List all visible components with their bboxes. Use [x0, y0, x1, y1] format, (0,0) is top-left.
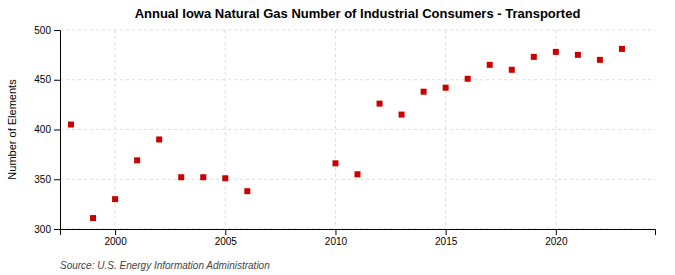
y-axis-tick-mark [54, 30, 60, 31]
y-grid-line [60, 179, 655, 180]
x-grid-line [445, 30, 446, 229]
point [222, 175, 228, 181]
points [68, 46, 625, 221]
x-axis-tick: 2000 [104, 229, 127, 247]
x-axis-tick-label: 2015 [435, 236, 458, 247]
chart-container: 2000 2005 2010 2015 2020 300 350 400 450 500 Annua… [0, 0, 675, 275]
y-axis-title: Number of Elements [6, 79, 18, 180]
y-axis-tick: 500 [34, 25, 60, 36]
y-axis-tick-label: 450 [34, 74, 51, 85]
point [465, 76, 471, 82]
x-axis: 2000 2005 2010 2015 2020 [61, 229, 656, 247]
point [90, 215, 96, 221]
x-axis-tick-label: 2020 [545, 236, 568, 247]
x-axis-tick-label: 2000 [104, 236, 127, 247]
x-axis-tick: 2020 [545, 229, 568, 247]
y-axis-tick: 300 [34, 224, 60, 235]
x-axis-tick: 2010 [325, 229, 348, 247]
point [68, 122, 74, 128]
x-axis-tick-mark [115, 229, 116, 235]
y-grid-line [60, 79, 655, 80]
y-axis-tick-label: 300 [34, 224, 51, 235]
x-axis-line [61, 230, 656, 236]
point [399, 112, 405, 118]
y-grid-line [60, 30, 655, 31]
title: Annual Iowa Natural Gas Number of Indust… [135, 6, 581, 21]
x-grid-line [335, 30, 336, 229]
point [443, 85, 449, 91]
x-axis-tick: 2005 [215, 229, 238, 247]
source-note: Source: U.S. Energy Information Administ… [60, 260, 270, 271]
y-axis-tick-label: 400 [34, 124, 51, 135]
point [597, 57, 603, 63]
y-axis-tick-label: 500 [34, 25, 51, 36]
y-axis-tick-mark [54, 130, 60, 131]
point [553, 49, 559, 55]
x-axis-tick-label: 2010 [325, 236, 348, 247]
x-axis-tick-mark [556, 229, 557, 235]
point [487, 62, 493, 68]
y-grid-line [60, 129, 655, 130]
point [575, 52, 581, 58]
x-grid-line [225, 30, 226, 229]
y-axis-tick: 400 [34, 124, 60, 135]
y-axis-tick: 450 [34, 74, 60, 85]
point [619, 46, 625, 52]
point [509, 67, 515, 73]
point [134, 157, 140, 163]
point [332, 160, 338, 166]
point [355, 171, 361, 177]
x-axis-tick-mark [335, 229, 336, 235]
chart-svg: 2000 2005 2010 2015 2020 300 350 400 450 500 Annua… [0, 0, 675, 275]
y-axis-tick-mark [54, 229, 60, 230]
x-axis-tick-label: 2005 [215, 236, 238, 247]
point [156, 136, 162, 142]
point [178, 174, 184, 180]
y-axis-tick-label: 350 [34, 174, 51, 185]
plot-area: 2000 2005 2010 2015 2020 300 350 400 450 500 [34, 25, 655, 247]
point [421, 89, 427, 95]
x-axis-tick: 2015 [435, 229, 458, 247]
x-grid-line [555, 30, 556, 229]
y-axis-tick-mark [54, 80, 60, 81]
point [200, 174, 206, 180]
y-axis-tick-mark [54, 179, 60, 180]
point [377, 101, 383, 107]
x-axis-tick-mark [446, 229, 447, 235]
x-axis-tick-mark [225, 229, 226, 235]
grid [60, 30, 655, 229]
y-axis-tick: 350 [34, 174, 60, 185]
y-axis-line [54, 31, 61, 230]
point [244, 188, 250, 194]
point [531, 54, 537, 60]
point [112, 196, 118, 202]
y-axis: 300 350 400 450 500 [34, 25, 60, 235]
